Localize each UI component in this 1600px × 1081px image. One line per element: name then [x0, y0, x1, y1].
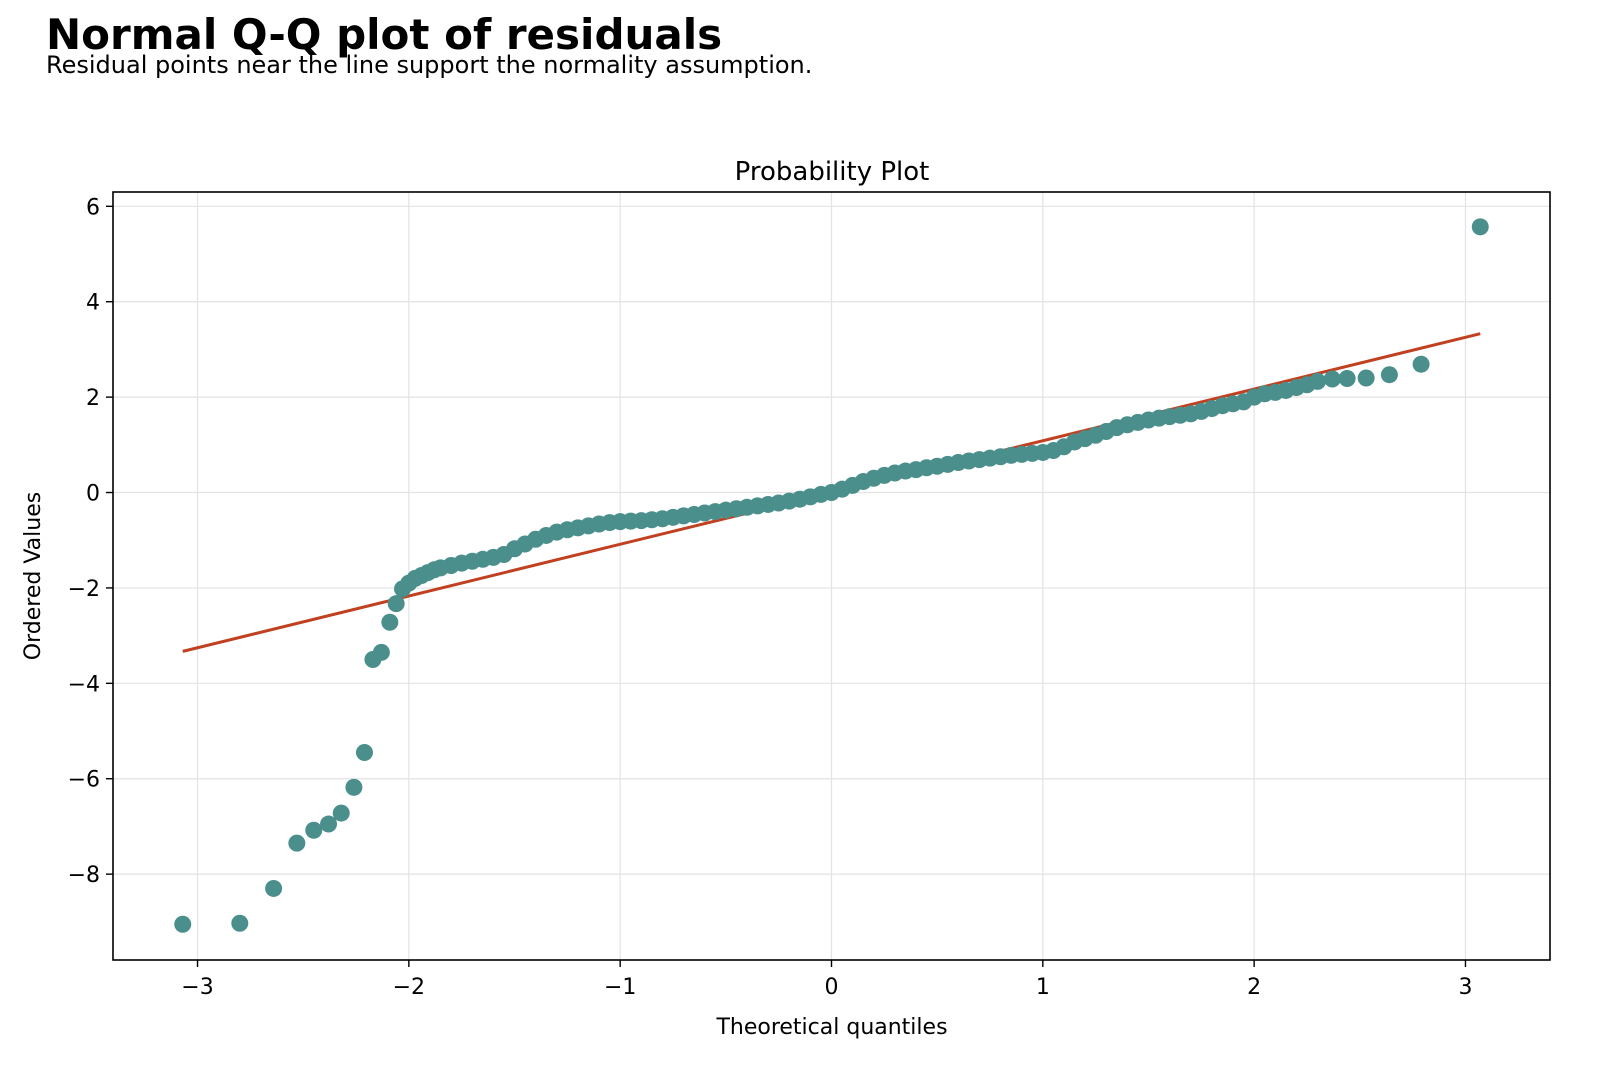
data-point — [1412, 355, 1430, 373]
data-point — [231, 914, 249, 932]
page-subtitle: Residual points near the line support th… — [46, 51, 813, 79]
x-tick-label: 0 — [825, 975, 839, 1000]
data-point — [288, 834, 306, 852]
x-tick-label: 1 — [1036, 975, 1050, 1000]
data-point — [1309, 372, 1327, 390]
x-tick-label: 2 — [1247, 975, 1261, 1000]
y-tick-label: 2 — [86, 386, 100, 411]
x-tick-label: 3 — [1458, 975, 1472, 1000]
y-tick-label: −4 — [68, 672, 100, 697]
data-point — [381, 613, 399, 631]
data-point — [265, 879, 283, 897]
data-point — [355, 743, 373, 761]
y-axis-label: Ordered Values — [21, 492, 46, 660]
x-tick-label: −2 — [393, 975, 425, 1000]
data-point — [332, 804, 350, 822]
data-point — [174, 915, 192, 933]
y-tick-label: −6 — [68, 768, 100, 793]
data-point — [372, 643, 390, 661]
x-tick-label: −1 — [604, 975, 636, 1000]
data-point — [345, 778, 363, 796]
y-tick-label: 4 — [86, 291, 100, 316]
data-point — [305, 821, 323, 839]
x-tick-label: −3 — [181, 975, 213, 1000]
x-axis-label: Theoretical quantiles — [715, 1015, 947, 1040]
y-tick-label: −2 — [68, 577, 100, 602]
data-point — [1380, 366, 1398, 384]
data-point — [1323, 370, 1341, 388]
data-point — [1471, 218, 1489, 236]
y-tick-label: 0 — [86, 482, 100, 507]
x-axis-ticks: −3 −2 −1 0 1 2 3 — [181, 960, 1472, 1000]
page-title: Normal Q-Q plot of residuals — [46, 10, 723, 59]
data-point — [320, 815, 338, 833]
y-axis-ticks: −8 −6 −4 −2 0 2 4 6 — [68, 195, 113, 888]
data-point — [1338, 370, 1356, 388]
y-tick-label: −8 — [68, 863, 100, 888]
y-tick-label: 6 — [86, 195, 100, 220]
chart-title: Probability Plot — [735, 157, 930, 187]
data-point — [387, 595, 405, 613]
grid-lines — [113, 192, 1550, 960]
data-point — [1357, 369, 1375, 387]
data-points — [174, 218, 1489, 933]
